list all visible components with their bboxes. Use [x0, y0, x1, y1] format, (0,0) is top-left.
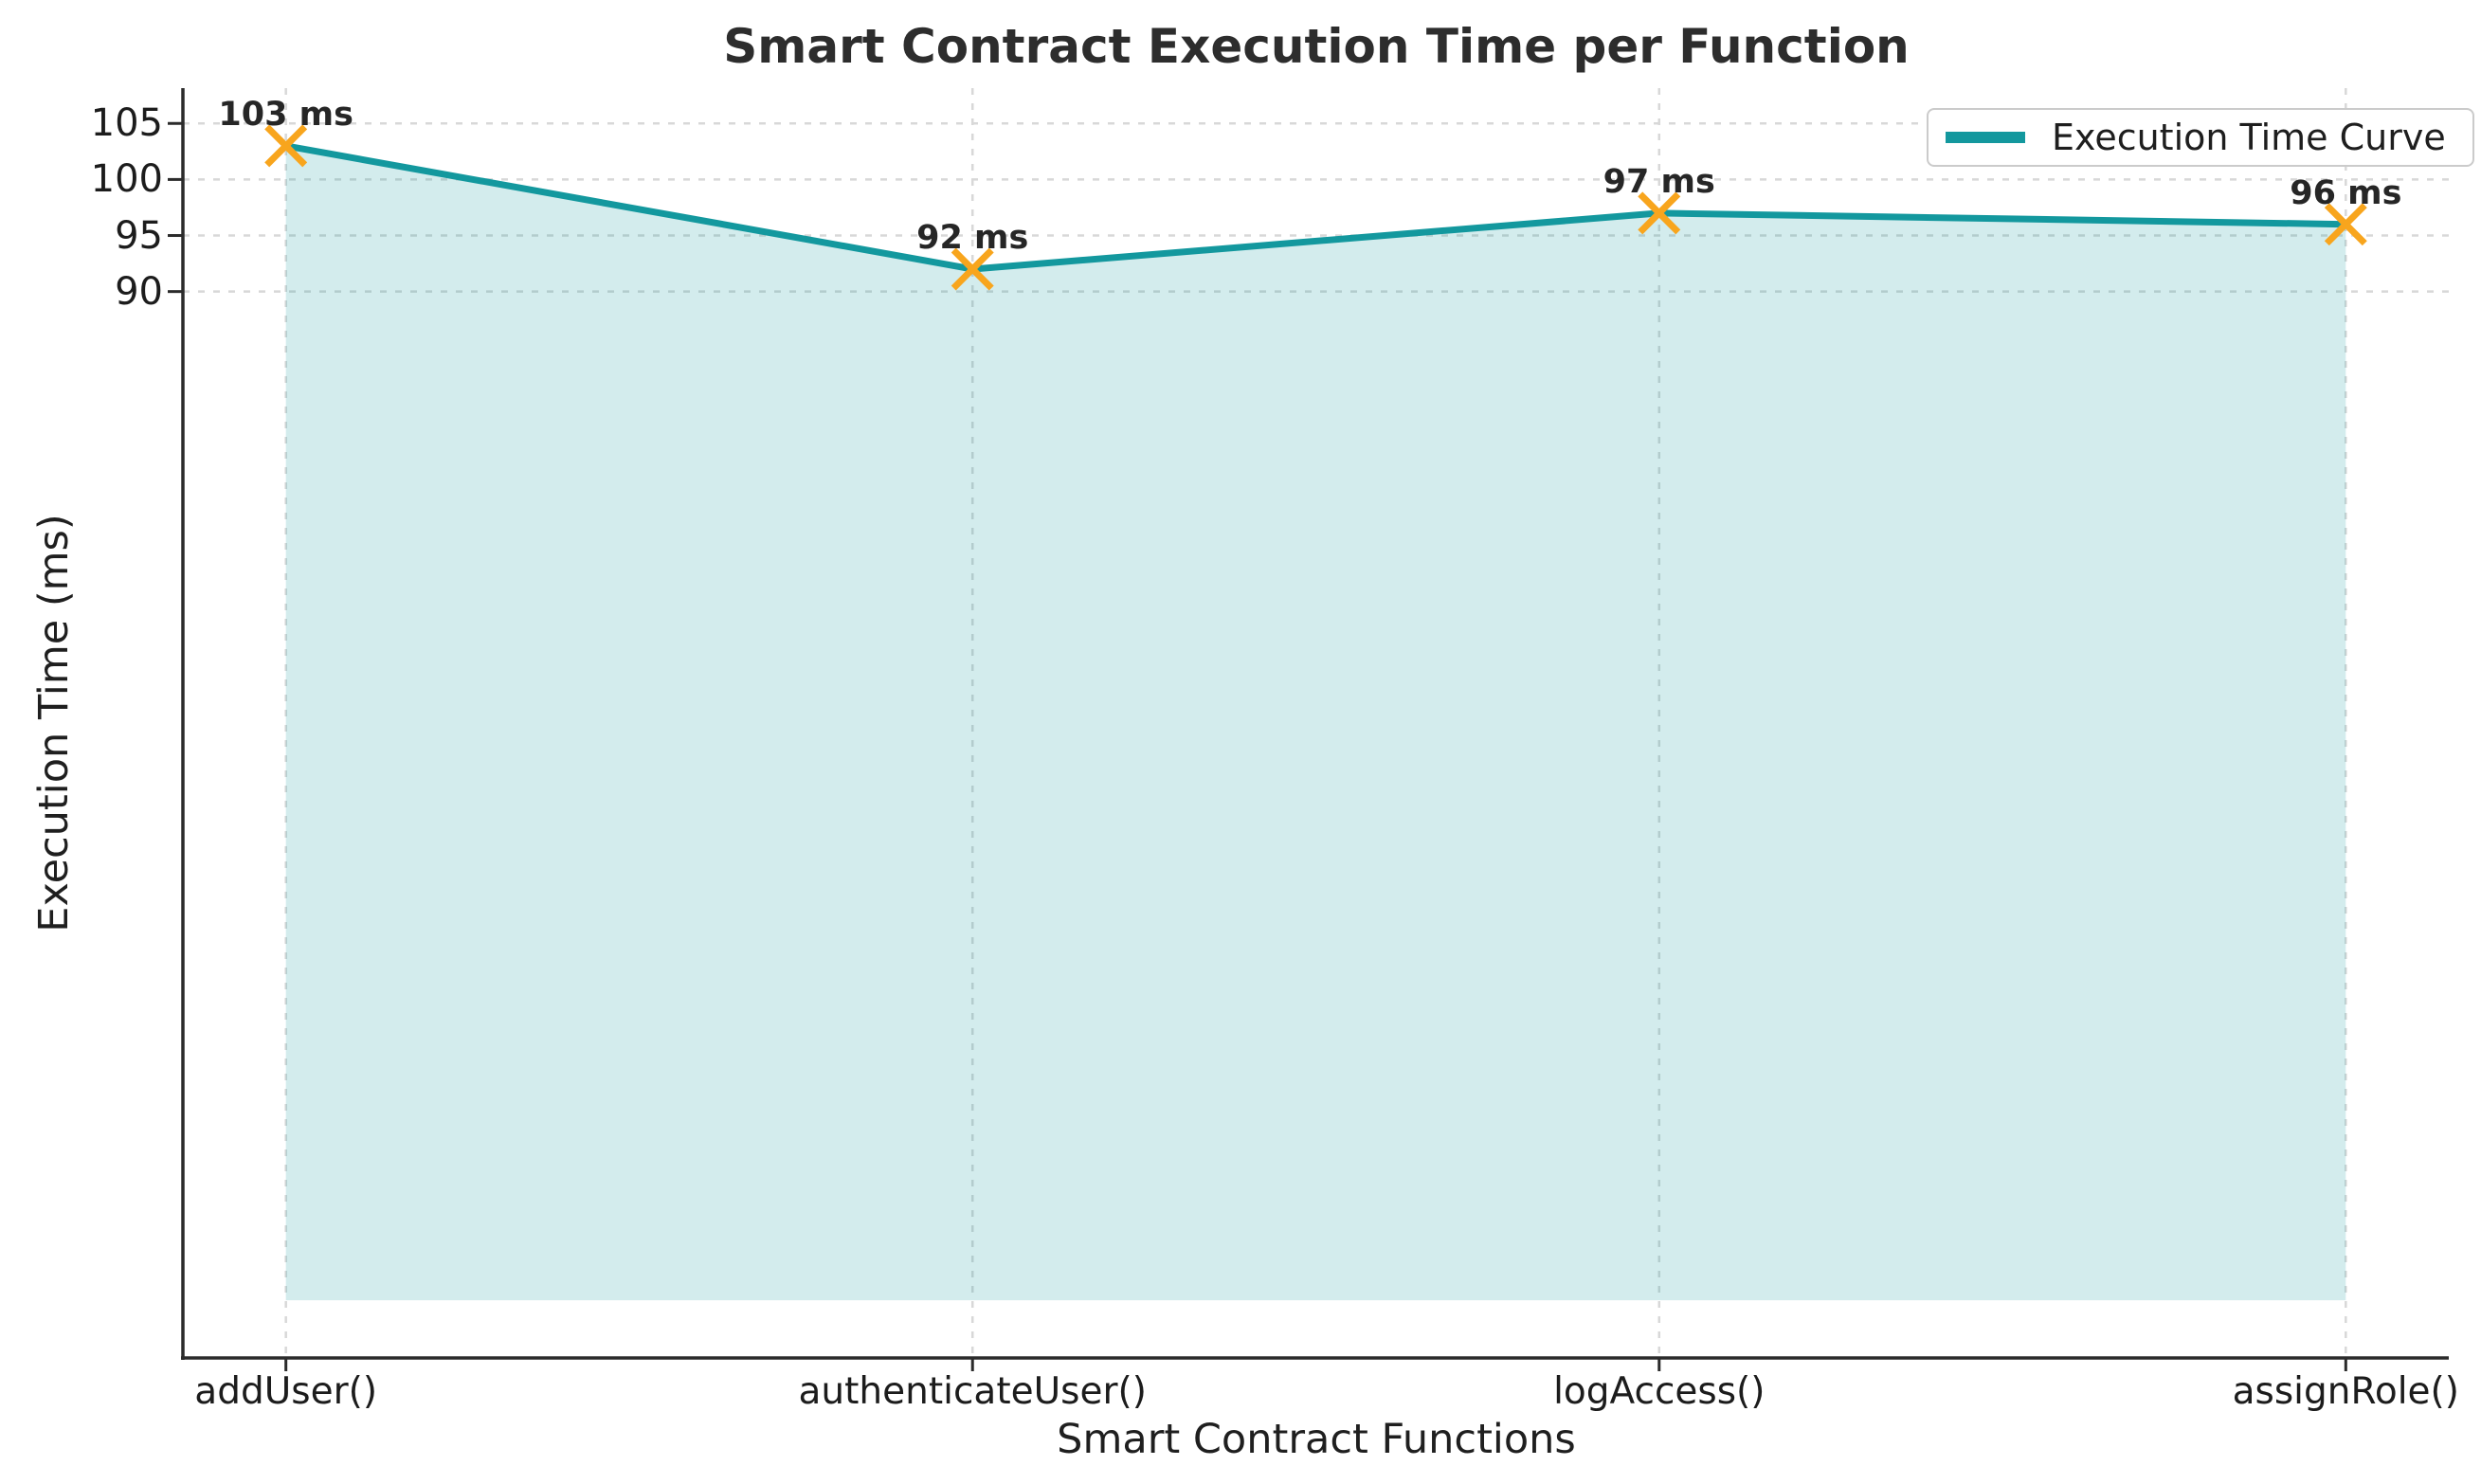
x-axis-label: Smart Contract Functions — [1057, 1416, 1576, 1463]
data-point-marker — [951, 247, 994, 291]
point-label: 103 ms — [218, 95, 353, 134]
chart-title: Smart Contract Execution Time per Functi… — [723, 19, 1910, 74]
point-label: 92 ms — [916, 219, 1029, 257]
x-tick-label: addUser() — [194, 1370, 378, 1413]
legend-line-swatch — [1946, 132, 2025, 143]
legend: Execution Time Curve — [1927, 108, 2474, 167]
area-fill — [285, 145, 2346, 1301]
point-label: 97 ms — [1603, 162, 1715, 201]
y-tick-label: 100 — [90, 157, 163, 202]
x-tick-label: logAccess() — [1553, 1370, 1766, 1413]
x-tick-label: authenticateUser() — [798, 1370, 1147, 1413]
x-tick-label: assignRole() — [2232, 1370, 2459, 1413]
y-tick-label: 90 — [115, 269, 163, 314]
point-label: 96 ms — [2290, 173, 2402, 212]
y-tick-label: 105 — [90, 101, 163, 146]
series-line — [285, 142, 2346, 273]
data-point-marker — [2324, 203, 2367, 246]
data-point-marker — [1638, 191, 1681, 235]
y-tick-label: 95 — [115, 213, 163, 258]
data-point-marker — [264, 124, 308, 168]
legend-label: Execution Time Curve — [2052, 117, 2446, 158]
